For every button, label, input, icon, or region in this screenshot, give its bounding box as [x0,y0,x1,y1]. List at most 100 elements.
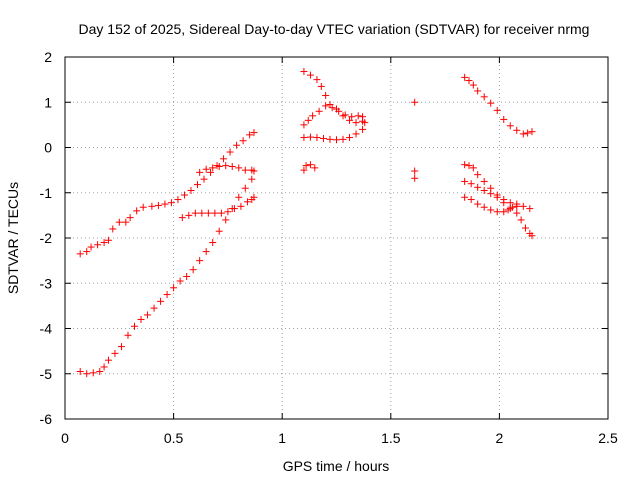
data-point [306,133,314,141]
data-point [500,199,508,207]
data-point [346,116,354,124]
data-point [193,181,201,189]
series-2 [178,193,258,222]
data-point [180,191,188,199]
y-tick-label: -4 [40,321,53,337]
data-point [313,134,321,142]
data-point [204,209,212,217]
data-point [311,164,319,172]
data-point [104,236,112,244]
data-point [104,356,112,364]
data-point [304,116,312,124]
data-point [517,216,525,224]
y-tick-label: -6 [40,411,53,427]
data-point [87,243,95,251]
data-point [217,209,225,217]
data-point [313,76,321,84]
series-0 [76,129,258,258]
data-point [76,250,84,258]
data-point [226,148,234,156]
data-point [178,214,186,222]
data-point [480,93,488,101]
data-point [480,177,488,185]
data-point [157,297,165,305]
data-point [528,232,536,240]
grid [65,57,608,419]
data-point [137,315,145,323]
data-point [215,163,223,171]
data-point [519,130,527,138]
data-point [335,107,343,115]
data-point [122,218,130,226]
x-tick-label: 1 [278,430,286,446]
data-point [352,119,360,127]
chart-title: Day 152 of 2025, Sidereal Day-to-day VTE… [79,21,590,37]
data-point [139,203,147,211]
data-point [183,272,191,280]
series-1 [76,175,256,378]
data-point [519,202,527,210]
data-point [493,193,501,201]
data-point [170,284,178,292]
data-point [474,171,482,179]
data-point [243,198,251,206]
data-point [222,216,230,224]
data-point [200,175,208,183]
data-point [411,167,419,175]
data-point [513,209,521,217]
data-point [202,165,210,173]
data-point [209,164,217,172]
data-point [354,112,362,120]
data-point [189,266,197,274]
y-tick-label: 0 [44,140,52,156]
data-point [228,163,236,171]
data-point [211,209,219,217]
series-6 [300,161,319,174]
data-point [474,87,482,95]
x-axis-label: GPS time / hours [283,458,390,474]
data-point [513,126,521,134]
data-point [235,193,243,201]
data-point [361,119,369,127]
data-point [167,199,175,207]
data-point [339,135,347,143]
series-8 [461,73,536,138]
data-point [411,98,419,106]
data-point [521,224,529,232]
data-point [233,141,241,149]
data-point [346,134,354,142]
x-tick-labels: 0 0.5 1 1.5 2 2.5 [61,430,618,446]
data-point [469,81,477,89]
data-point [487,206,495,214]
data-point [328,104,336,112]
series-4 [300,67,367,127]
data-point [526,205,534,213]
data-point [500,115,508,123]
data-point [83,370,91,378]
data-point [100,363,108,371]
data-point [163,291,171,299]
data-point [237,202,245,210]
data-point [322,102,330,110]
data-point [230,205,238,213]
data-point [111,349,119,357]
data-point [100,239,108,247]
data-point [500,208,508,216]
data-point [469,164,477,172]
y-tick-label: -5 [40,366,53,382]
data-point [209,239,217,247]
data-point [493,208,501,216]
data-point [115,218,123,226]
data-point [150,304,158,312]
data-point [480,186,488,194]
data-point [94,241,102,249]
data-point [309,112,317,120]
data-point [250,193,258,201]
data-point [493,106,501,114]
axis-ticks [64,56,609,420]
data-point [83,248,91,256]
data-point [487,99,495,107]
data-point [465,162,473,170]
data-point [161,200,169,208]
